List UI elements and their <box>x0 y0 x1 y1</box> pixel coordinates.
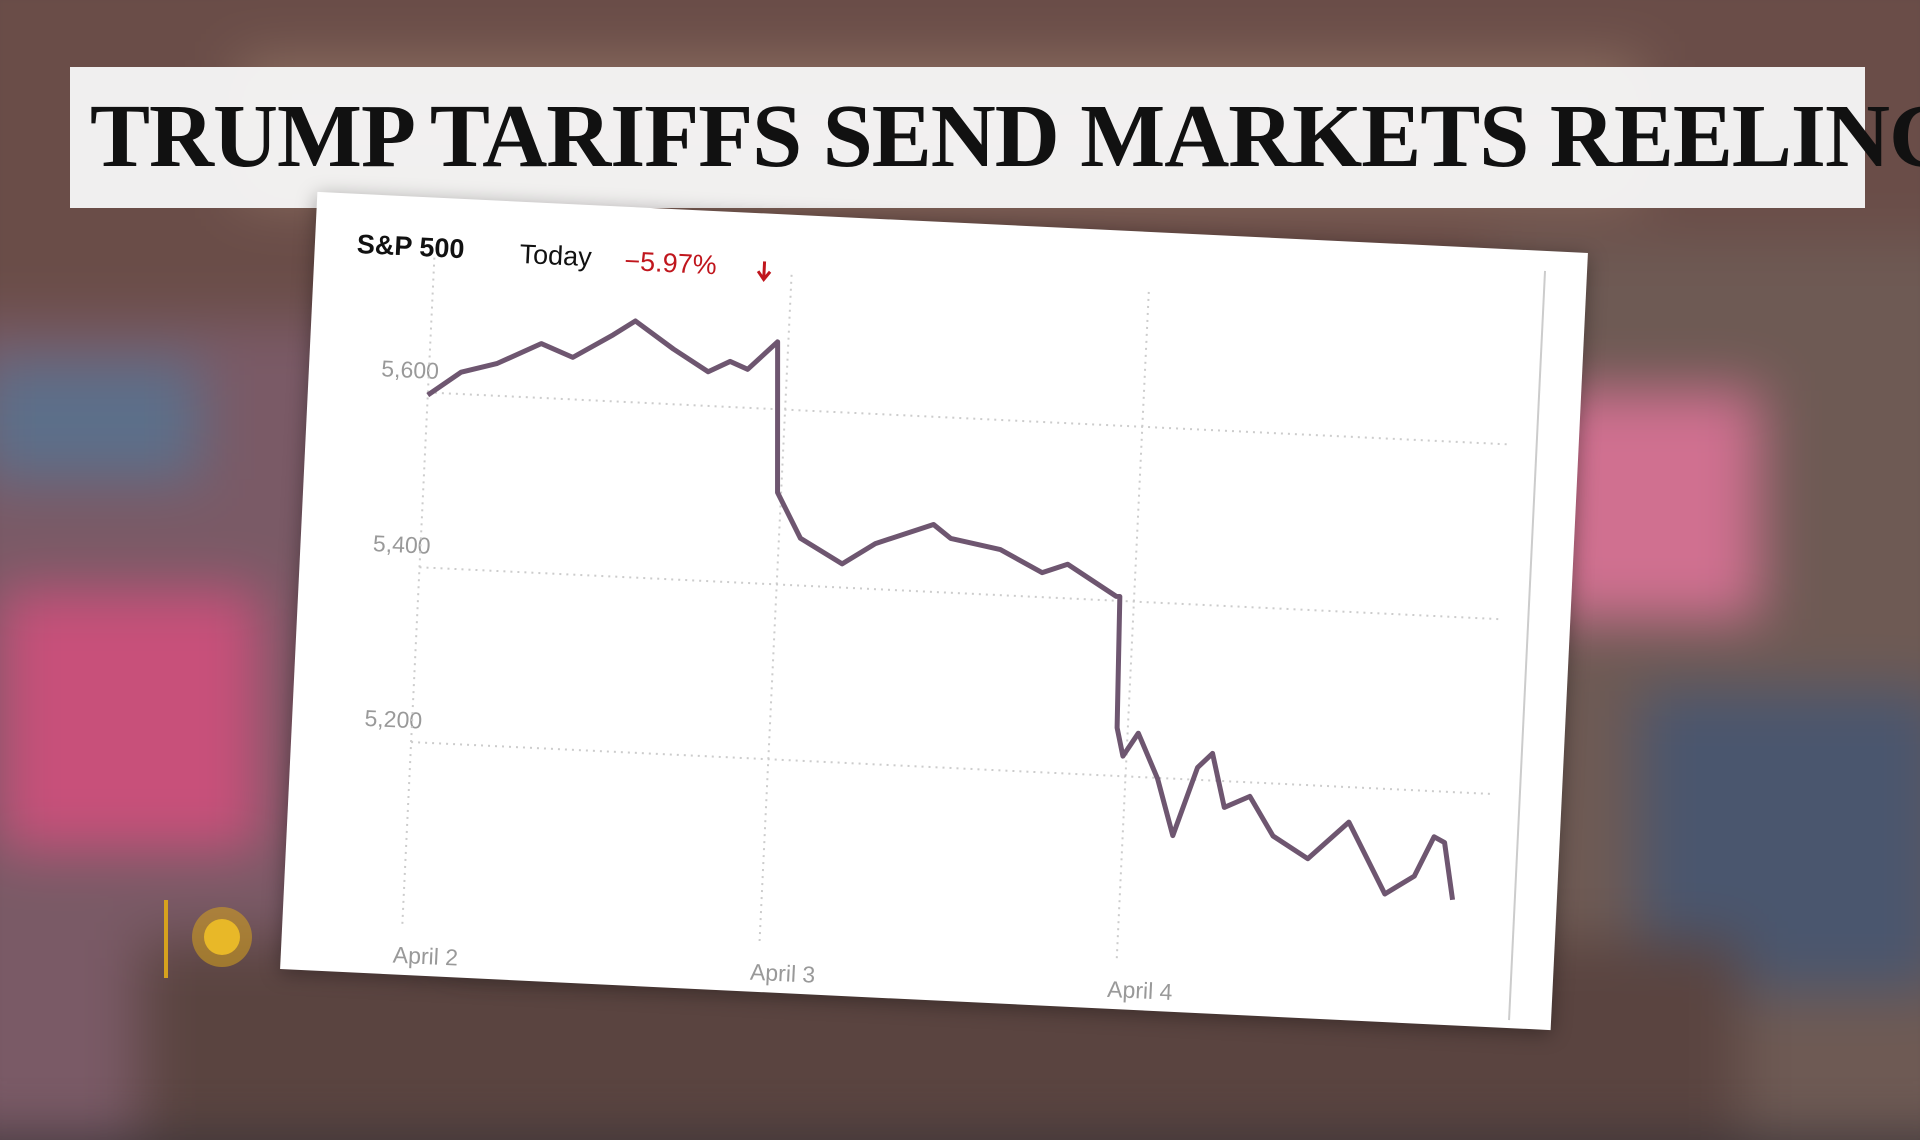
x-tick-label: April 2 <box>392 942 458 971</box>
grid-line <box>411 741 1490 795</box>
price-line <box>426 318 1456 901</box>
grid-line <box>419 566 1499 621</box>
chart-title: S&P 500 <box>356 229 465 264</box>
headline-banner: TRUMP TARIFFS SEND MARKETS REELING <box>70 67 1920 208</box>
plot-edge <box>1508 270 1547 1021</box>
x-tick-label: April 3 <box>749 959 815 988</box>
chart-subtitle: Today <box>519 239 593 272</box>
chart-card: S&P 500 Today −5.97% 5,200 5,400 5,600 Apri… <box>280 191 1588 1031</box>
network-logo <box>164 900 252 978</box>
y-tick-label: 5,400 <box>372 530 431 559</box>
y-tick-label: 5,600 <box>381 355 440 384</box>
down-arrow <box>756 261 772 282</box>
chart: S&P 500 Today −5.97% 5,200 5,400 5,600 Apri… <box>356 229 1547 1021</box>
x-tick-label: April 4 <box>1107 976 1174 1005</box>
headline: TRUMP TARIFFS SEND MARKETS REELING <box>90 87 1920 186</box>
grid-line <box>427 391 1507 446</box>
change-label: −5.97% <box>624 246 718 280</box>
y-tick-label: 5,200 <box>364 705 423 734</box>
